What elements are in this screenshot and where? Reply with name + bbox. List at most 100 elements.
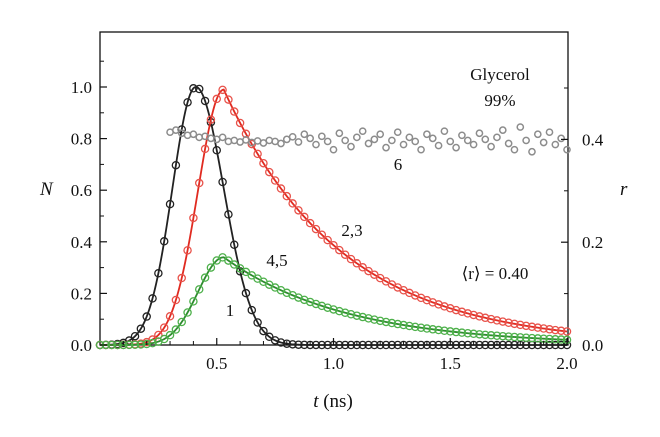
data-point bbox=[340, 340, 350, 350]
data-point bbox=[148, 338, 157, 348]
data-point bbox=[528, 147, 536, 156]
data-point bbox=[522, 136, 530, 145]
data-point bbox=[492, 316, 502, 325]
data-point bbox=[486, 331, 496, 340]
data-point bbox=[475, 330, 484, 339]
data-point bbox=[142, 312, 151, 321]
data-point bbox=[277, 139, 285, 148]
data-point bbox=[551, 325, 560, 335]
data-point bbox=[189, 297, 198, 306]
data-point bbox=[305, 297, 315, 307]
data-point bbox=[311, 299, 321, 309]
annotation-title-line2: 99% bbox=[484, 91, 515, 110]
data-point bbox=[189, 213, 198, 223]
x-tick-label: 1.0 bbox=[323, 354, 344, 373]
data-point bbox=[457, 328, 467, 337]
data-point bbox=[481, 135, 490, 144]
data-point bbox=[159, 334, 169, 344]
data-point bbox=[305, 218, 315, 228]
curve-label-6: 6 bbox=[394, 155, 403, 174]
data-point bbox=[545, 128, 554, 137]
data-point bbox=[551, 340, 560, 350]
data-point bbox=[329, 305, 338, 314]
data-point bbox=[393, 319, 402, 329]
data-point bbox=[457, 340, 467, 350]
data-point bbox=[376, 130, 385, 139]
y-tick-label: 1.0 bbox=[71, 78, 92, 97]
data-point bbox=[428, 298, 437, 307]
data-point bbox=[136, 324, 146, 333]
data-point bbox=[458, 131, 466, 140]
data-point bbox=[527, 322, 537, 332]
data-point bbox=[183, 98, 192, 107]
data-point bbox=[194, 178, 204, 188]
y-axis-title: N bbox=[39, 179, 54, 200]
data-point bbox=[487, 142, 495, 151]
data-point bbox=[288, 132, 297, 141]
data-point bbox=[417, 145, 425, 154]
data-point bbox=[475, 312, 484, 321]
data-point bbox=[416, 323, 426, 332]
data-point bbox=[446, 137, 455, 146]
data-point bbox=[206, 263, 216, 272]
y-tick-label: 0.8 bbox=[71, 130, 92, 149]
data-point bbox=[171, 160, 181, 170]
data-point bbox=[212, 145, 221, 155]
data-point bbox=[294, 206, 303, 215]
data-point bbox=[440, 127, 449, 136]
data-point bbox=[451, 327, 461, 337]
data-point bbox=[387, 318, 397, 328]
data-point bbox=[171, 295, 181, 305]
data-point bbox=[165, 312, 175, 321]
data-point bbox=[545, 334, 554, 344]
data-point bbox=[212, 94, 221, 104]
data-point bbox=[557, 134, 566, 143]
data-point bbox=[159, 237, 169, 246]
data-point bbox=[165, 330, 175, 340]
data-point bbox=[469, 329, 478, 339]
data-point bbox=[475, 129, 484, 138]
data-point bbox=[159, 323, 169, 332]
data-point bbox=[381, 317, 391, 327]
data-point bbox=[370, 340, 379, 350]
data-point bbox=[364, 314, 373, 323]
data-point bbox=[469, 140, 478, 149]
data-point bbox=[440, 340, 449, 350]
data-point bbox=[270, 176, 280, 185]
tick-layer: 0.5 1.0 1.5 2.0 0.0 0.2 0.4 0.6 0.8 1.0 0.0 0.2 0.4 bbox=[71, 60, 604, 373]
data-point bbox=[516, 320, 525, 330]
data-point bbox=[352, 259, 362, 268]
data-point bbox=[224, 256, 233, 265]
data-point bbox=[358, 127, 367, 136]
data-point bbox=[352, 311, 362, 320]
data-point bbox=[329, 145, 338, 154]
data-point bbox=[382, 143, 390, 152]
curve-label-1: 1 bbox=[226, 301, 235, 320]
data-point bbox=[527, 333, 537, 343]
data-point bbox=[294, 340, 303, 349]
data-point bbox=[428, 325, 437, 334]
data-point bbox=[194, 285, 204, 294]
data-point bbox=[388, 136, 396, 145]
data-point bbox=[288, 199, 297, 208]
data-point bbox=[498, 126, 507, 134]
data-point bbox=[539, 324, 548, 333]
data-point bbox=[533, 334, 543, 343]
x-tick-label: 2.0 bbox=[556, 354, 577, 373]
data-point bbox=[475, 340, 484, 350]
data-point bbox=[493, 133, 501, 142]
data-point bbox=[329, 240, 338, 250]
data-point bbox=[253, 318, 262, 327]
data-point bbox=[183, 308, 192, 317]
data-point bbox=[341, 136, 350, 145]
x-axis-title-var: t bbox=[313, 391, 319, 412]
data-point bbox=[294, 138, 303, 146]
data-point bbox=[317, 132, 326, 141]
data-point bbox=[556, 326, 566, 336]
data-point bbox=[451, 305, 461, 315]
series-layer bbox=[95, 84, 572, 350]
data-point bbox=[358, 263, 367, 272]
data-point bbox=[410, 340, 420, 350]
data-point bbox=[545, 340, 554, 350]
data-point bbox=[463, 340, 473, 350]
